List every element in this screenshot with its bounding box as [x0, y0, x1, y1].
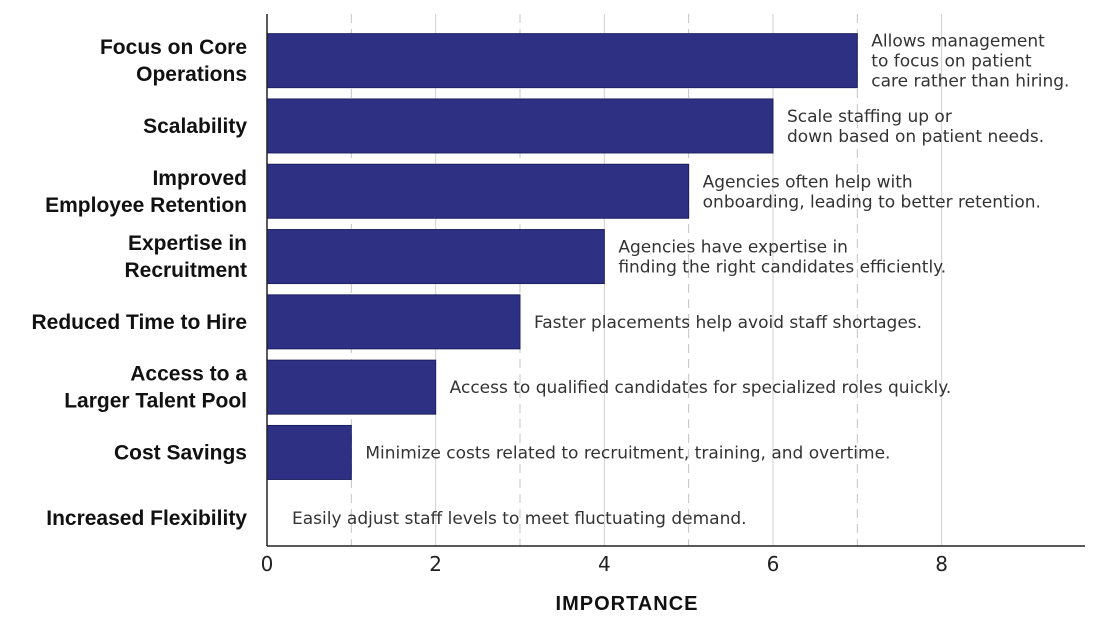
category-label: Improved Employee Retention — [45, 167, 247, 217]
x-tick-label: 8 — [935, 552, 948, 576]
bar-annotation: Access to qualified candidates for speci… — [450, 378, 952, 398]
category-label: Increased Flexibility — [46, 507, 247, 530]
category-label: Expertise in Recruitment — [124, 232, 247, 282]
category-label: Access to a Larger Talent Pool — [64, 363, 247, 413]
bar-annotation: Agencies have expertise in finding the ri… — [618, 238, 946, 278]
bar-annotation-line: care rather than hiring. — [871, 72, 1069, 92]
bar-annotation: Minimize costs related to recruitment, t… — [365, 443, 890, 463]
bar — [266, 424, 352, 480]
category-label: Cost Savings — [114, 441, 247, 464]
bar-annotation: Allows management to focus on patient care… — [871, 32, 1069, 92]
bar — [266, 98, 774, 154]
bar — [266, 163, 690, 219]
category-label: Focus on Core Operations — [100, 36, 247, 86]
category-label-line: Cost Savings — [114, 441, 247, 464]
bar — [266, 359, 437, 415]
x-tick-label: 0 — [261, 552, 274, 576]
category-label: Scalability — [143, 115, 247, 138]
bar — [266, 33, 858, 89]
bar-annotation-line: Access to qualified candidates for speci… — [450, 378, 952, 398]
bar-annotation-line: Minimize costs related to recruitment, t… — [365, 443, 890, 463]
category-labels: Focus on Core Operations Scalability Improv… — [32, 36, 248, 530]
bars — [266, 33, 858, 480]
bar-annotation-line: Scale staffing up or — [787, 107, 952, 127]
bar-annotation: Agencies often help with onboarding, lead… — [703, 172, 1041, 212]
bar-annotation: Scale staffing up or down based on patien… — [787, 107, 1044, 147]
bar-annotation: Easily adjust staff levels to meet fluct… — [292, 509, 747, 529]
axes: 0 2 4 6 8 — [261, 14, 1085, 576]
category-label-line: Scalability — [143, 115, 247, 138]
bar-annotation-line: Easily adjust staff levels to meet fluct… — [292, 509, 747, 529]
category-label-line: Focus on Core — [100, 36, 247, 59]
category-label-line: Access to a — [130, 363, 247, 386]
category-label-line: Larger Talent Pool — [64, 390, 247, 413]
x-tick-label: 2 — [429, 552, 442, 576]
bar-annotation-line: onboarding, leading to better retention. — [703, 192, 1041, 212]
category-label: Reduced Time to Hire — [32, 311, 248, 334]
bar-annotation-line: Allows management — [871, 32, 1045, 52]
category-label-line: Expertise in — [128, 232, 247, 255]
category-label-line: Increased Flexibility — [46, 507, 247, 530]
category-label-line: Recruitment — [124, 259, 247, 282]
bar — [266, 229, 605, 285]
category-label-line: Improved — [152, 167, 247, 190]
bar-annotation-line: Agencies have expertise in — [618, 238, 848, 258]
bar-annotation-line: to focus on patient — [871, 52, 1032, 72]
annotations: Allows management to focus on patient care… — [292, 32, 1069, 529]
category-label-line: Reduced Time to Hire — [32, 311, 248, 334]
bar-annotation-line: down based on patient needs. — [787, 127, 1044, 147]
x-axis-title: IMPORTANCE — [556, 593, 699, 615]
bar-annotation: Faster placements help avoid staff short… — [534, 313, 922, 333]
bar-annotation-line: Agencies often help with — [703, 172, 913, 192]
bar — [266, 294, 521, 350]
bar-annotation-line: finding the right candidates efficiently… — [618, 258, 946, 278]
category-label-line: Operations — [136, 63, 247, 86]
bar-annotation-line: Faster placements help avoid staff short… — [534, 313, 922, 333]
category-label-line: Employee Retention — [45, 194, 247, 217]
x-tick-label: 6 — [767, 552, 780, 576]
x-tick-label: 4 — [598, 552, 611, 576]
